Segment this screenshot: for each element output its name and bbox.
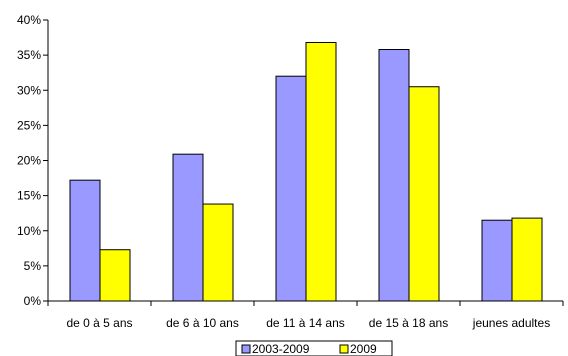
y-tick-label: 0% (24, 294, 42, 308)
y-tick-label: 20% (17, 154, 41, 168)
bar (378, 49, 410, 302)
bar (99, 249, 131, 302)
bar (69, 179, 101, 302)
y-tick-label: 25% (17, 118, 41, 132)
bar (511, 217, 543, 302)
y-tick-label: 35% (17, 48, 41, 62)
x-tick-label: jeunes adultes (472, 316, 550, 330)
bars (69, 41, 543, 302)
legend-swatch-2003-2009 (241, 344, 251, 354)
legend: 2003-2009 2009 (235, 340, 393, 356)
bar (172, 153, 204, 302)
x-axis-ticks: de 0 à 5 ans de 6 à 10 ans de 11 à 14 ans d… (47, 301, 564, 330)
bar (275, 75, 307, 302)
x-tick-label: de 15 à 18 ans (369, 316, 448, 330)
y-axis-ticks: 0% 5% 10% 15% 20% 25% 30% 35% 40% (17, 13, 48, 308)
bar (481, 219, 513, 302)
legend-label-2003-2009: 2003-2009 (252, 342, 310, 356)
y-tick-label: 15% (17, 189, 41, 203)
bar (202, 203, 234, 302)
bar (305, 41, 337, 302)
x-tick-label: de 6 à 10 ans (166, 316, 239, 330)
legend-label-2009: 2009 (350, 342, 377, 356)
legend-swatch-2009 (339, 344, 349, 354)
y-tick-label: 40% (17, 13, 41, 27)
x-tick-label: de 11 à 14 ans (266, 316, 345, 330)
legend-box (235, 340, 393, 356)
y-tick-label: 10% (17, 224, 41, 238)
y-tick-label: 5% (24, 259, 42, 273)
y-tick-label: 30% (17, 83, 41, 97)
bar (408, 86, 440, 302)
x-tick-label: de 0 à 5 ans (66, 316, 132, 330)
